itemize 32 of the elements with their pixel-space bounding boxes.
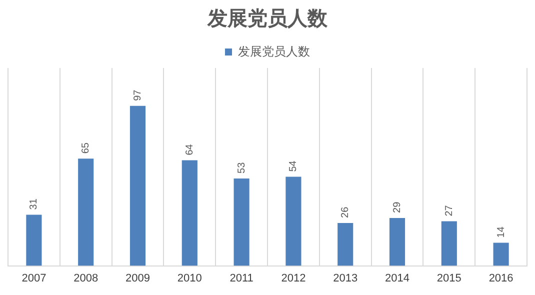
data-label: 97 [132,89,144,101]
x-tick-label: 2015 [436,272,462,284]
x-tick-label: 2010 [177,272,202,284]
data-label: 31 [28,198,40,210]
data-label: 53 [236,162,248,174]
x-tick-label: 2016 [488,272,514,284]
x-tick-label: 2014 [385,272,410,284]
chart-title: 发展党员人数 [206,6,328,30]
bar [493,242,509,266]
data-label: 54 [288,160,300,172]
bar [130,106,146,266]
bar [26,214,42,266]
x-tick-label: 2009 [126,272,150,284]
legend-label: 发展党员人数 [238,44,310,58]
data-label: 65 [80,142,92,154]
x-tick-label: 2008 [74,272,98,284]
x-tick-label: 2013 [333,272,358,284]
bar [286,176,302,266]
bar [441,221,457,266]
bar [389,218,406,266]
x-tick-label: 2011 [230,272,254,284]
bar [338,222,354,266]
data-label: 27 [444,204,455,216]
data-label: 64 [184,144,196,156]
x-tick-label: 2012 [281,272,306,284]
data-label: 14 [496,226,507,238]
bar [78,158,94,266]
data-label: 26 [340,206,352,218]
data-label: 29 [392,201,403,213]
x-tick-label: 2007 [22,272,46,284]
bar [234,178,250,266]
bar [182,160,198,266]
